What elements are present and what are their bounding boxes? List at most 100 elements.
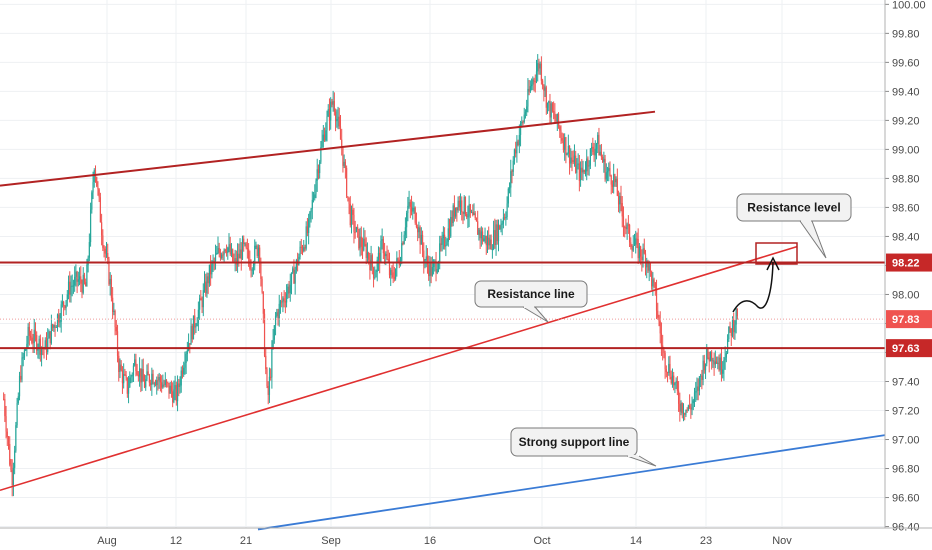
- candle-body: [406, 213, 408, 228]
- candle-body: [392, 272, 394, 278]
- candle-body: [576, 164, 578, 173]
- candle-body: [211, 262, 213, 275]
- candle-body: [266, 369, 268, 386]
- candle-body: [519, 123, 522, 135]
- candle-body: [11, 470, 13, 486]
- candle-body: [350, 209, 353, 226]
- candle-body: [322, 134, 324, 141]
- candle-body: [189, 343, 191, 345]
- candle-body: [168, 382, 170, 394]
- candle-body: [458, 200, 460, 208]
- candle-body: [283, 298, 285, 302]
- candle-body: [682, 413, 685, 415]
- candle-body: [622, 216, 625, 227]
- candle-body: [161, 382, 163, 388]
- candle-body: [151, 373, 153, 385]
- y-tick-label: 99.20: [892, 115, 920, 127]
- candle-body: [184, 362, 186, 368]
- candle-body: [668, 363, 670, 373]
- candle-body: [680, 403, 682, 412]
- candle-body: [593, 151, 595, 156]
- time-axis[interactable]: Aug 12 21 Sep 16 Oct 14 23 Nov: [0, 527, 932, 547]
- candle-body: [561, 138, 563, 141]
- candle-body: [236, 253, 239, 265]
- resistance-line-callout-pointer: [522, 306, 549, 323]
- candle-body: [695, 391, 697, 393]
- candle-body: [156, 380, 158, 386]
- candle-body: [206, 276, 208, 294]
- candle-body: [402, 243, 404, 245]
- candle-body: [508, 187, 511, 189]
- candle-body: [353, 214, 355, 232]
- candle-body: [374, 277, 376, 279]
- candle-body: [369, 259, 371, 271]
- candle-body: [718, 362, 720, 371]
- candle-body: [637, 238, 639, 259]
- candle-body: [500, 224, 502, 230]
- candle-body: [115, 327, 117, 332]
- candle-body: [165, 380, 168, 383]
- candle-body: [162, 384, 164, 388]
- candle-body: [627, 224, 629, 226]
- candle-body: [55, 326, 57, 328]
- candle-body: [644, 253, 647, 268]
- candle-body: [217, 247, 219, 253]
- candle-body: [726, 339, 729, 354]
- candle-body: [480, 231, 482, 239]
- candle-body: [112, 297, 114, 312]
- candle-body: [409, 202, 411, 207]
- candle-body: [298, 256, 300, 266]
- candle-body: [473, 213, 475, 216]
- candle-body: [3, 398, 5, 400]
- candle-body: [483, 238, 485, 242]
- candle-body: [708, 357, 710, 362]
- candle-body: [277, 312, 279, 319]
- candle-body: [545, 87, 547, 108]
- candle-body: [357, 227, 359, 229]
- chart-grid: [0, 0, 885, 528]
- candle-body: [408, 202, 410, 206]
- price-axis[interactable]: 100.00 99.80 99.60 99.40 99.20 99.00 98.80 98.6…: [884, 0, 932, 534]
- candle-body: [195, 326, 197, 328]
- candle-body: [48, 331, 50, 339]
- candle-body: [228, 244, 230, 248]
- candle-body: [252, 264, 255, 270]
- candle-body: [437, 262, 440, 270]
- candle-body: [381, 239, 383, 241]
- candle-body: [583, 169, 585, 173]
- candle-body: [447, 228, 449, 242]
- candle-body: [728, 326, 730, 340]
- candle-body: [129, 377, 131, 388]
- x-tick-label: 12: [170, 535, 182, 547]
- candle-body: [461, 200, 463, 213]
- candle-body: [521, 121, 523, 124]
- candle-body: [295, 259, 297, 271]
- candle-body: [235, 258, 237, 265]
- candle-body: [455, 207, 457, 217]
- candle-body: [611, 184, 614, 187]
- candle-body: [157, 380, 159, 382]
- candle-body: [445, 244, 447, 247]
- candle-body: [314, 194, 316, 198]
- candle-body: [40, 347, 43, 355]
- candle-body: [288, 286, 290, 294]
- candle-body: [352, 209, 354, 215]
- candle-body: [61, 301, 64, 305]
- candle-body: [328, 109, 331, 121]
- candle-body: [183, 367, 185, 375]
- candle-body: [701, 375, 703, 380]
- candle-body: [651, 271, 653, 287]
- y-tick-label: 97.00: [892, 435, 920, 447]
- candle-body: [292, 268, 294, 273]
- candle-body: [617, 195, 620, 205]
- candle-body: [305, 226, 307, 249]
- candle-body: [410, 206, 413, 212]
- candle-body: [59, 321, 61, 323]
- candle-body: [619, 196, 621, 205]
- candle-body: [390, 269, 392, 276]
- candle-body: [116, 331, 119, 356]
- candle-body: [633, 244, 636, 246]
- candle-body: [213, 260, 215, 262]
- support-line-callout-box: [510, 427, 638, 457]
